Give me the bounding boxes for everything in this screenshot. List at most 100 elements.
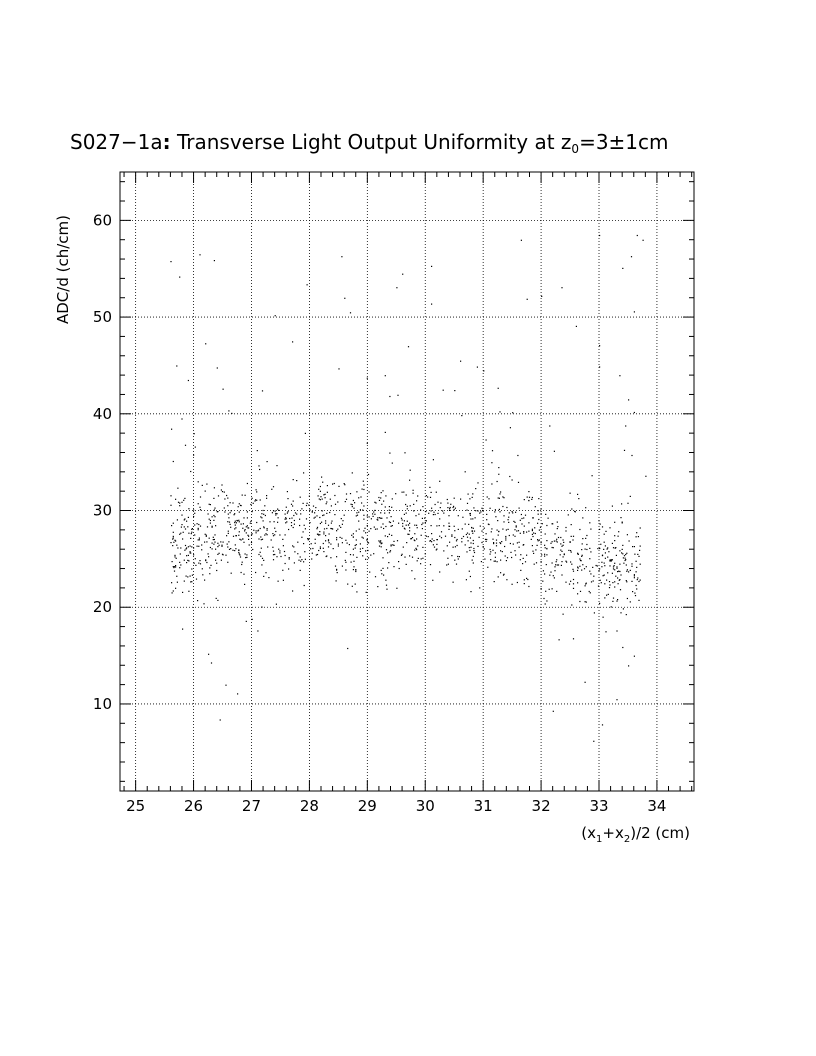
scatter-point xyxy=(528,522,530,524)
scatter-point xyxy=(606,548,608,550)
scatter-point xyxy=(392,544,394,546)
scatter-point xyxy=(199,254,201,256)
scatter-point xyxy=(634,553,636,555)
scatter-point xyxy=(264,514,266,517)
scatter-point xyxy=(601,561,603,563)
scatter-point xyxy=(330,543,332,545)
scatter-point xyxy=(246,517,248,519)
scatter-point xyxy=(382,557,384,559)
scatter-point xyxy=(417,495,419,497)
scatter-point xyxy=(507,528,509,530)
scatter-point xyxy=(562,544,564,546)
scatter-point xyxy=(412,492,414,494)
scatter-point xyxy=(208,556,210,558)
scatter-point xyxy=(493,560,495,562)
scatter-point xyxy=(432,544,434,546)
scatter-point xyxy=(374,513,376,515)
scatter-point xyxy=(535,549,537,551)
scatter-point xyxy=(531,530,533,532)
scatter-point xyxy=(623,562,625,564)
scatter-point xyxy=(336,568,338,570)
scatter-point xyxy=(582,538,584,540)
scatter-point xyxy=(170,504,172,506)
scatter-point xyxy=(304,432,306,434)
scatter-point xyxy=(225,684,227,686)
scatter-point xyxy=(592,580,594,582)
scatter-point xyxy=(494,509,496,511)
scatter-point xyxy=(561,561,563,563)
scatter-point xyxy=(505,529,507,531)
scatter-point xyxy=(590,528,592,530)
scatter-point xyxy=(567,514,569,516)
scatter-point xyxy=(365,532,367,534)
scatter-point xyxy=(271,512,273,514)
scatter-point xyxy=(379,541,381,544)
scatter-point xyxy=(381,573,383,575)
scatter-point xyxy=(454,536,456,539)
scatter-point xyxy=(276,513,278,515)
scatter-point xyxy=(580,560,582,562)
scatter-point xyxy=(599,547,601,550)
scatter-point xyxy=(626,569,628,571)
scatter-point xyxy=(319,516,321,519)
scatter-point xyxy=(324,497,326,499)
scatter-point xyxy=(572,539,574,541)
scatter-point xyxy=(328,542,330,544)
scatter-point xyxy=(457,528,459,530)
scatter-point xyxy=(187,546,189,548)
scatter-point xyxy=(277,508,279,510)
scatter-point xyxy=(625,564,627,566)
scatter-point xyxy=(263,527,265,529)
scatter-point xyxy=(383,500,385,502)
scatter-point xyxy=(388,521,390,523)
scatter-point xyxy=(337,545,339,547)
scatter-point xyxy=(389,395,391,398)
scatter-point xyxy=(490,551,492,553)
scatter-point xyxy=(175,498,177,500)
scatter-point xyxy=(403,491,405,493)
scatter-point xyxy=(500,559,502,561)
scatter-point xyxy=(319,547,321,550)
scatter-point xyxy=(172,537,174,539)
scatter-point xyxy=(562,539,564,541)
scatter-point xyxy=(408,533,410,535)
scatter-point xyxy=(545,564,547,566)
scatter-point xyxy=(341,523,343,525)
scatter-point xyxy=(609,527,611,529)
scatter-point xyxy=(348,544,350,546)
scatter-point xyxy=(363,530,365,532)
scatter-point xyxy=(589,522,591,524)
scatter-point xyxy=(344,297,346,299)
scatter-point xyxy=(272,554,275,556)
scatter-point xyxy=(206,561,208,564)
scatter-point xyxy=(217,546,219,548)
scatter-point xyxy=(207,513,209,515)
scatter-point xyxy=(449,541,451,543)
scatter-point xyxy=(171,592,173,594)
scatter-point xyxy=(409,530,411,532)
scatter-point xyxy=(230,526,232,528)
scatter-point xyxy=(358,520,360,522)
scatter-point xyxy=(246,482,248,485)
scatter-point xyxy=(252,502,254,504)
scatter-point xyxy=(172,538,174,540)
scatter-point xyxy=(341,537,343,539)
scatter-point xyxy=(532,517,534,519)
scatter-point xyxy=(354,502,356,504)
scatter-point xyxy=(522,563,524,565)
scatter-point xyxy=(503,573,505,575)
scatter-point xyxy=(193,454,195,456)
scatter-point xyxy=(191,568,193,570)
scatter-point xyxy=(556,528,558,530)
scatter-point xyxy=(632,591,634,593)
scatter-point xyxy=(457,515,459,517)
scatter-point xyxy=(522,557,524,559)
scatter-point xyxy=(505,535,507,538)
scatter-point xyxy=(440,537,443,539)
scatter-point xyxy=(322,481,324,483)
scatter-point xyxy=(361,502,363,504)
scatter-point xyxy=(256,491,258,493)
scatter-point xyxy=(479,512,481,514)
scatter-point xyxy=(452,581,454,583)
scatter-point xyxy=(604,552,606,554)
